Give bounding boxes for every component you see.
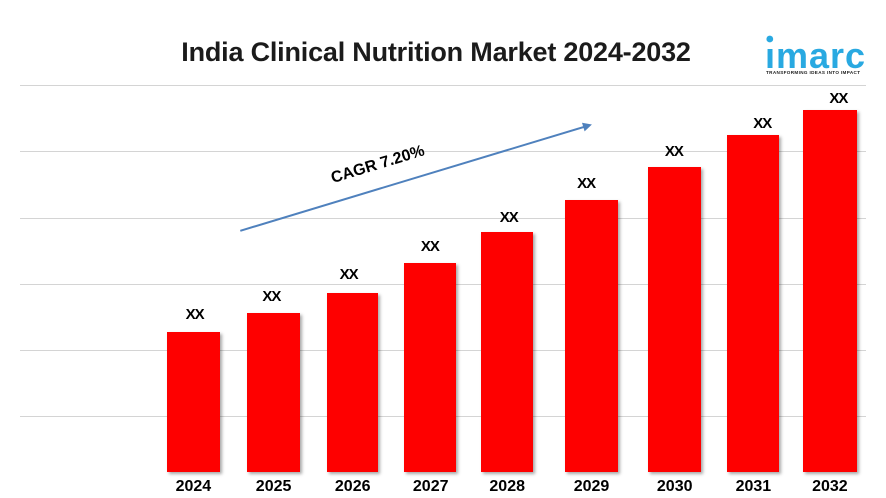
svg-text:TRANSFORMING IDEAS INTO IMPACT: TRANSFORMING IDEAS INTO IMPACT (766, 70, 860, 75)
svg-text:ımarc: ımarc (765, 35, 866, 76)
